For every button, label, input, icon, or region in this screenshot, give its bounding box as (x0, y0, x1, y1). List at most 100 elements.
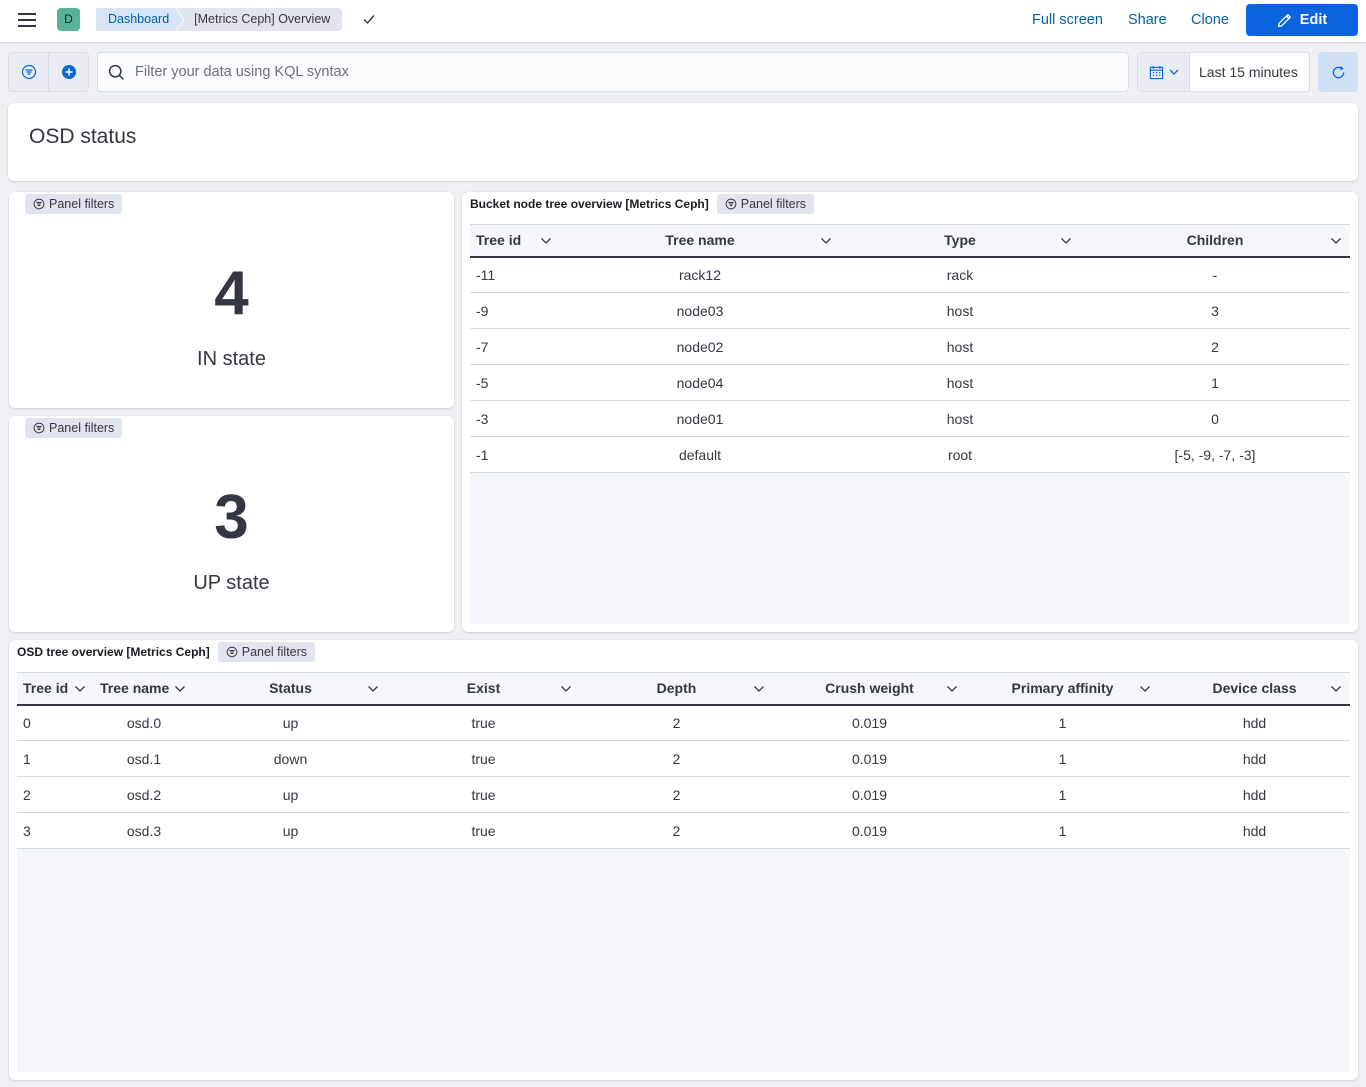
quick-menu-button[interactable] (1138, 53, 1190, 91)
column-header-exist[interactable]: Exist (387, 672, 580, 706)
metric-label: IN state (197, 348, 266, 370)
table-row[interactable]: -5 node04 host 1 (470, 364, 1350, 401)
chevron-down-icon[interactable] (1139, 685, 1151, 693)
column-header-label: Tree id (23, 680, 69, 697)
chevron-down-icon[interactable] (540, 237, 552, 245)
table-cell-device-class: hdd (1159, 704, 1350, 741)
table-row[interactable]: -1 default root [-5, -9, -7, -3] (470, 436, 1350, 473)
panel-filters-label: Panel filters (241, 645, 308, 659)
bucket-data-grid: Tree id Tree name Type Children -11 rack12 ra… (470, 224, 1350, 473)
panel-filters-badge[interactable]: Panel filters (716, 194, 815, 214)
filter-button-group (8, 52, 89, 92)
table-cell-children: 1 (1080, 364, 1350, 401)
column-header-primary-affinity[interactable]: Primary affinity (966, 672, 1159, 706)
table-cell-tree-name: node04 (560, 364, 840, 401)
table-row[interactable]: -11 rack12 rack - (470, 256, 1350, 293)
column-header-children[interactable]: Children (1080, 224, 1350, 258)
kql-query-input[interactable] (135, 64, 1085, 80)
table-cell-device-class: hdd (1159, 812, 1350, 849)
breadcrumb-dashboard[interactable]: Dashboard (96, 8, 183, 31)
chevron-down-icon[interactable] (1330, 237, 1342, 245)
table-cell-crush-weight: 0.019 (773, 704, 966, 741)
table-row[interactable]: -9 node03 host 3 (470, 292, 1350, 329)
table-cell-type: rack (840, 256, 1080, 293)
table-cell-exist: true (387, 740, 580, 777)
panel-filters-label: Panel filters (49, 421, 115, 435)
chevron-down-icon[interactable] (1060, 237, 1072, 245)
column-header-label: Depth (656, 680, 697, 697)
column-header-tree-name[interactable]: Tree name (560, 224, 840, 258)
column-header-label: Primary affinity (1011, 680, 1114, 697)
column-header-label: Status (269, 680, 312, 697)
table-row[interactable]: -3 node01 host 0 (470, 400, 1350, 437)
filter-icon (226, 646, 238, 658)
table-cell-depth: 2 (580, 704, 773, 741)
table-cell-tree-id: 2 (17, 776, 94, 813)
panel-header: OSD tree overview [Metrics Ceph] Panel f… (17, 642, 316, 662)
chevron-down-icon (1169, 69, 1178, 75)
table-cell-tree-id: -5 (470, 364, 560, 401)
chevron-down-icon[interactable] (946, 685, 958, 693)
column-header-tree-name[interactable]: Tree name (94, 672, 194, 706)
clone-button[interactable]: Clone (1191, 12, 1229, 28)
column-header-device-class[interactable]: Device class (1159, 672, 1350, 706)
osd-data-grid: Tree id Tree name Status Exist Depth Crush we… (17, 672, 1350, 849)
column-header-label: Device class (1212, 680, 1297, 697)
breadcrumb-current: [Metrics Ceph] Overview (176, 8, 343, 31)
table-row[interactable]: 0 osd.0 up true 2 0.019 1 hdd (17, 704, 1350, 741)
search-icon (108, 64, 124, 80)
refresh-icon (1332, 65, 1344, 78)
table-row[interactable]: -7 node02 host 2 (470, 328, 1350, 365)
column-header-tree-id[interactable]: Tree id (470, 224, 560, 258)
chevron-down-icon[interactable] (74, 685, 86, 693)
table-cell-status: up (194, 812, 387, 849)
panel-header: Bucket node tree overview [Metrics Ceph]… (470, 194, 815, 214)
add-filter-button[interactable] (48, 53, 88, 91)
table-row[interactable]: 1 osd.1 down true 2 0.019 1 hdd (17, 740, 1350, 777)
column-header-type[interactable]: Type (840, 224, 1080, 258)
metric-value: 3 (214, 483, 249, 552)
chevron-down-icon[interactable] (367, 685, 379, 693)
chevron-down-icon[interactable] (753, 685, 765, 693)
table-cell-exist: true (387, 776, 580, 813)
refresh-button[interactable] (1318, 52, 1358, 92)
check-icon[interactable] (362, 12, 376, 26)
table-cell-tree-name: node02 (560, 328, 840, 365)
full-screen-button[interactable]: Full screen (1032, 12, 1103, 28)
table-cell-tree-name: node01 (560, 400, 840, 437)
bucket-table-panel: Bucket node tree overview [Metrics Ceph]… (462, 192, 1358, 632)
menu-icon[interactable] (18, 13, 36, 29)
chevron-down-icon[interactable] (174, 685, 186, 693)
table-cell-tree-id: 1 (17, 740, 94, 777)
column-header-depth[interactable]: Depth (580, 672, 773, 706)
table-cell-children: [-5, -9, -7, -3] (1080, 436, 1350, 473)
osd-table-panel: OSD tree overview [Metrics Ceph] Panel f… (9, 640, 1358, 1080)
column-header-status[interactable]: Status (194, 672, 387, 706)
column-header-crush-weight[interactable]: Crush weight (773, 672, 966, 706)
panel-filters-badge[interactable]: Panel filters (217, 642, 316, 662)
metric-value: 4 (214, 259, 249, 328)
share-button[interactable]: Share (1128, 12, 1167, 28)
edit-button[interactable]: Edit (1246, 4, 1358, 36)
panel-filters-badge[interactable]: Panel filters (25, 418, 123, 438)
metric-panel-up: Panel filters 3 UP state (9, 416, 454, 632)
table-cell-tree-name: osd.1 (94, 740, 194, 777)
chevron-down-icon[interactable] (1330, 685, 1342, 693)
table-cell-tree-name: osd.3 (94, 812, 194, 849)
filter-icon (33, 422, 45, 434)
chevron-down-icon[interactable] (820, 237, 832, 245)
table-cell-crush-weight: 0.019 (773, 740, 966, 777)
column-header-tree-id[interactable]: Tree id (17, 672, 94, 706)
table-cell-children: - (1080, 256, 1350, 293)
time-range-label[interactable]: Last 15 minutes (1199, 64, 1298, 80)
chevron-down-icon[interactable] (560, 685, 572, 693)
table-cell-type: host (840, 328, 1080, 365)
panel-filters-badge[interactable]: Panel filters (25, 194, 123, 214)
space-avatar[interactable]: D (57, 8, 80, 31)
table-cell-type: host (840, 292, 1080, 329)
plus-circle-icon (61, 65, 76, 79)
table-cell-tree-id: -11 (470, 256, 560, 293)
filter-menu-button[interactable] (9, 53, 48, 91)
table-row[interactable]: 3 osd.3 up true 2 0.019 1 hdd (17, 812, 1350, 849)
table-row[interactable]: 2 osd.2 up true 2 0.019 1 hdd (17, 776, 1350, 813)
